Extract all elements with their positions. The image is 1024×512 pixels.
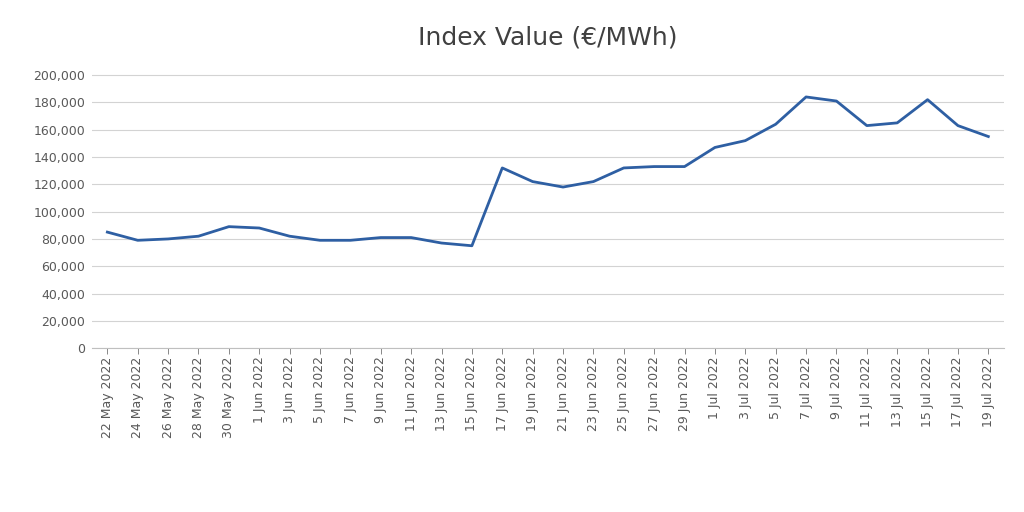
- Title: Index Value (€/MWh): Index Value (€/MWh): [418, 26, 678, 50]
